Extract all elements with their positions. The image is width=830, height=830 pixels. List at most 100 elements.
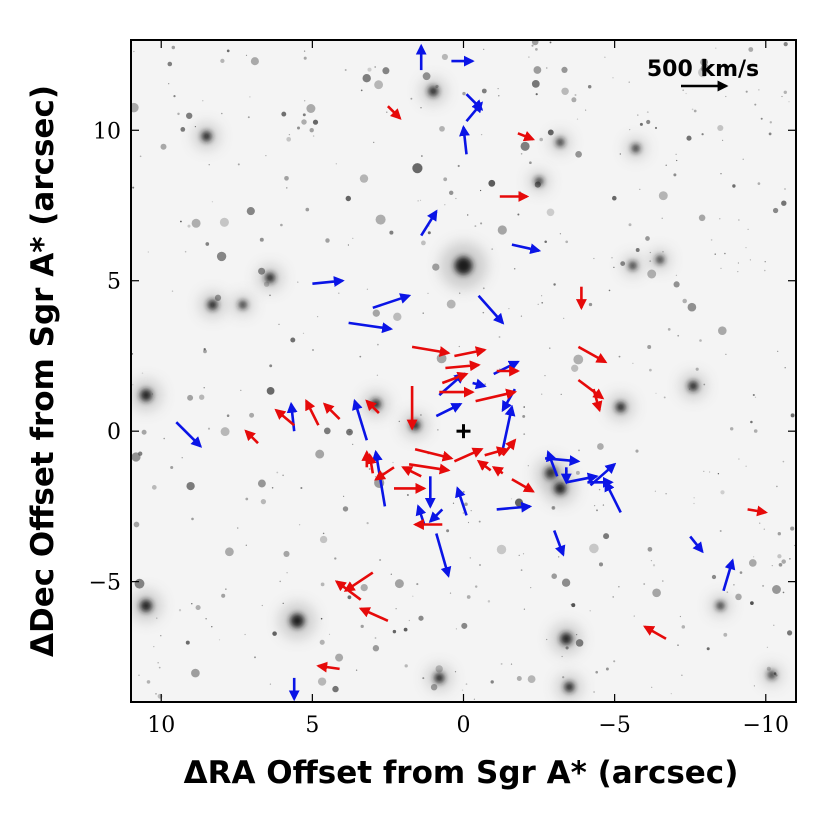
star <box>280 223 283 227</box>
star <box>482 311 485 314</box>
velocity-arrow-red <box>517 130 536 142</box>
star <box>651 686 653 688</box>
star <box>191 517 194 521</box>
star <box>665 493 667 495</box>
star <box>203 348 206 351</box>
star <box>693 497 695 499</box>
bright-star <box>655 255 664 264</box>
star <box>682 298 687 304</box>
star <box>773 624 775 626</box>
velocity-arrow-red <box>454 346 487 358</box>
plot-area <box>130 39 797 703</box>
star <box>360 624 364 629</box>
x-axis-label: ΔRA Offset from Sgr A* (arcsec) <box>184 755 739 791</box>
star <box>663 396 666 399</box>
star <box>535 93 538 96</box>
star <box>325 238 330 243</box>
star <box>132 384 134 386</box>
star <box>612 195 617 201</box>
star <box>480 466 484 470</box>
star <box>720 267 722 269</box>
star <box>315 449 325 459</box>
star <box>368 468 371 470</box>
star <box>768 132 772 136</box>
star <box>462 512 464 514</box>
star <box>312 349 314 351</box>
star <box>226 49 230 53</box>
star <box>177 112 180 116</box>
star <box>191 603 193 605</box>
star <box>667 328 671 331</box>
star <box>260 498 267 505</box>
velocity-arrow-red <box>244 429 259 445</box>
x-tick-label: 0 <box>457 713 471 738</box>
star <box>374 476 377 478</box>
velocity-arrow-red <box>274 408 296 427</box>
star <box>633 615 635 617</box>
star <box>687 302 697 312</box>
star <box>598 562 604 567</box>
star <box>750 601 754 605</box>
star <box>771 565 773 567</box>
star <box>398 420 401 423</box>
star <box>180 220 182 223</box>
star <box>789 557 791 560</box>
star <box>343 495 345 497</box>
star <box>389 230 394 235</box>
star <box>760 117 763 120</box>
star <box>279 580 281 583</box>
star <box>163 437 166 440</box>
velocity-arrow-red <box>453 447 484 463</box>
star <box>535 48 538 51</box>
star <box>173 95 176 98</box>
velocity-arrow-blue <box>589 462 617 487</box>
star <box>639 122 643 126</box>
star <box>522 414 526 418</box>
star <box>303 50 306 52</box>
star <box>298 524 301 526</box>
star <box>593 257 595 260</box>
star <box>603 533 610 540</box>
star <box>282 602 284 604</box>
star <box>510 498 513 500</box>
star <box>588 302 593 307</box>
star <box>346 428 353 436</box>
star <box>480 133 483 136</box>
star <box>558 556 560 558</box>
star <box>682 89 685 92</box>
velocity-arrow-blue <box>435 533 452 578</box>
star <box>758 89 760 91</box>
star <box>675 274 678 276</box>
star <box>312 119 319 125</box>
star <box>432 263 440 271</box>
star <box>735 593 742 601</box>
velocity-arrow-red <box>401 466 422 478</box>
star <box>593 691 595 693</box>
star <box>141 372 144 374</box>
star <box>208 164 210 166</box>
star <box>132 186 135 189</box>
star <box>245 544 247 546</box>
star <box>710 239 713 241</box>
star <box>269 294 271 297</box>
star <box>778 562 783 567</box>
star <box>347 244 349 246</box>
star <box>700 63 710 73</box>
star <box>441 53 448 60</box>
star <box>452 502 455 504</box>
star <box>706 647 710 651</box>
star <box>158 666 161 669</box>
star <box>647 345 652 349</box>
x-axis: 10 5 0 −5 −10 <box>147 40 789 738</box>
star <box>527 465 529 467</box>
star <box>781 559 786 564</box>
star <box>757 182 761 185</box>
scale-bar: 500 km/s <box>647 57 759 92</box>
star <box>772 585 781 594</box>
velocity-arrow-red <box>374 466 395 481</box>
star <box>374 637 377 639</box>
star <box>412 595 414 597</box>
star <box>483 48 485 50</box>
star <box>323 427 331 435</box>
star <box>570 603 573 606</box>
